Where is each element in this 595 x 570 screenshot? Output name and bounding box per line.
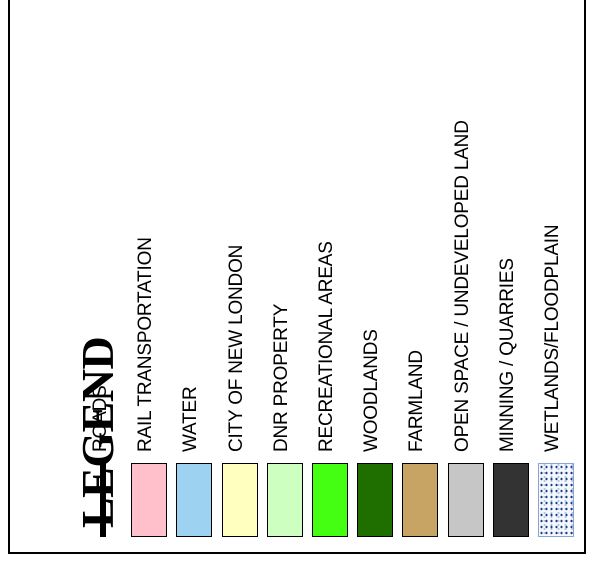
legend-item-3: CITY OF NEW LONDON <box>221 0 262 570</box>
legend-item-label: CITY OF NEW LONDON <box>225 244 247 452</box>
legend-item-label: ROADS <box>90 385 111 452</box>
legend-item-label: WATER <box>180 386 202 453</box>
legend-item-label: WETLANDS/FLOODPLAIN <box>542 224 563 452</box>
road-line-icon <box>100 463 106 537</box>
water-swatch <box>176 463 213 537</box>
legend-item-4: DNR PROPERTY <box>266 0 307 570</box>
legend-item-1: RAIL TRANSPORTATION <box>131 0 171 570</box>
legend-item-7: FARMLAND <box>402 0 442 570</box>
legend-item-0: ROADS <box>86 0 126 570</box>
legend-item-label: MINNING / QUARRIES <box>496 258 518 452</box>
rail-swatch <box>131 463 168 537</box>
legend-item-10: WETLANDS/FLOODPLAIN <box>538 0 578 570</box>
wetlands-swatch <box>538 463 574 537</box>
farmland-swatch <box>402 463 439 537</box>
open-space-swatch <box>447 463 484 537</box>
woodlands-swatch <box>357 463 394 537</box>
recreational-swatch <box>312 463 348 537</box>
legend-item-9: MINNING / QUARRIES <box>492 0 533 570</box>
city-swatch <box>221 463 258 537</box>
map-legend: LEGEND <box>8 0 586 554</box>
dnr-swatch <box>266 463 303 537</box>
legend-item-label: FARMLAND <box>406 350 428 452</box>
mining-swatch <box>492 463 529 537</box>
legend-item-label: WOODLANDS <box>361 329 383 452</box>
legend-item-8: OPEN SPACE / UNDEVELOPED LAND <box>447 0 488 570</box>
legend-item-5: RECREATIONAL AREAS <box>312 0 352 570</box>
legend-item-label: DNR PROPERTY <box>270 303 292 452</box>
legend-item-label: OPEN SPACE / UNDEVELOPED LAND <box>451 120 473 452</box>
legend-item-label: RAIL TRANSPORTATION <box>135 237 157 452</box>
legend-item-2: WATER <box>176 0 216 570</box>
legend-item-6: WOODLANDS <box>357 0 397 570</box>
legend-item-label: RECREATIONAL AREAS <box>316 241 337 452</box>
